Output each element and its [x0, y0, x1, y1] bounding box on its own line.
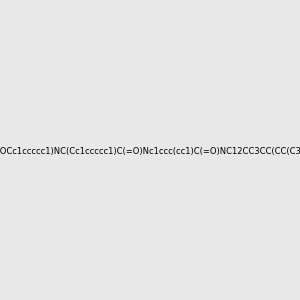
Text: O=C(OCc1ccccc1)NC(Cc1ccccc1)C(=O)Nc1ccc(cc1)C(=O)NC12CC3CC(CC(C3)C1)C2: O=C(OCc1ccccc1)NC(Cc1ccccc1)C(=O)Nc1ccc(… — [0, 147, 300, 156]
